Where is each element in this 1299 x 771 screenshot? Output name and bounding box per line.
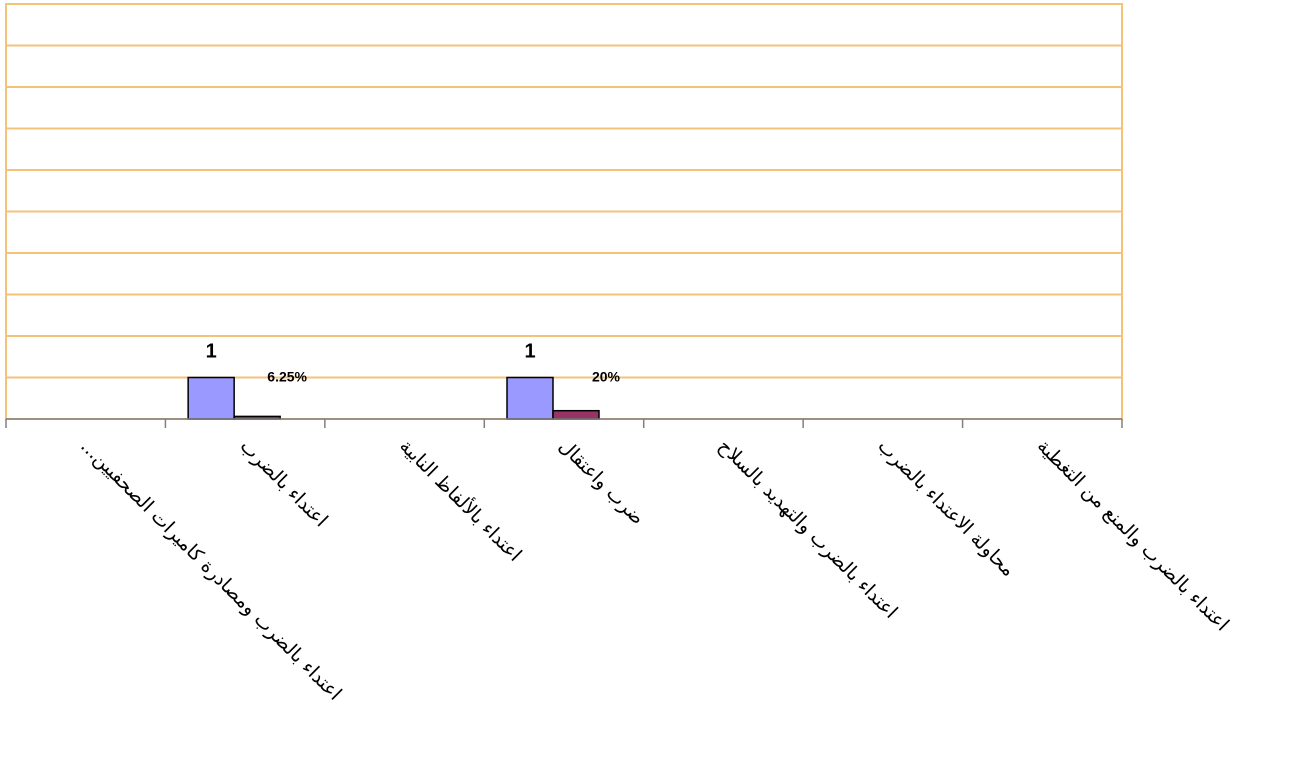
data-label: 1 xyxy=(524,341,535,363)
category-label: اعتداء بالضرب xyxy=(236,435,332,531)
data-labels: 1 1 6.25% 20% xyxy=(206,341,621,385)
gridlines xyxy=(6,44,1122,379)
bars xyxy=(187,376,600,420)
category-label: اعتداء بالألفاظ النابية xyxy=(395,434,527,566)
category-labels: اعتداء بالضرب ومصادرة كاميرات الصحفيين..… xyxy=(76,434,1233,704)
category-label: محاولة الاعتداء بالضرب xyxy=(873,435,1019,581)
category-label: اعتداء بالضرب والتهديد بالسلاح xyxy=(714,435,902,623)
bar xyxy=(552,409,600,420)
data-label: 20% xyxy=(592,369,621,385)
category-label: اعتداء بالضرب ومصادرة كاميرات الصحفيين..… xyxy=(76,435,346,705)
data-label: 6.25% xyxy=(267,369,307,385)
x-axis xyxy=(5,418,1123,428)
data-label: 1 xyxy=(206,341,217,363)
bar xyxy=(187,376,235,420)
category-label: اعتداء بالضرب والمنع من التغطية xyxy=(1033,435,1234,636)
category-label: ضرب واعتقال xyxy=(554,435,648,529)
bar xyxy=(506,376,554,420)
